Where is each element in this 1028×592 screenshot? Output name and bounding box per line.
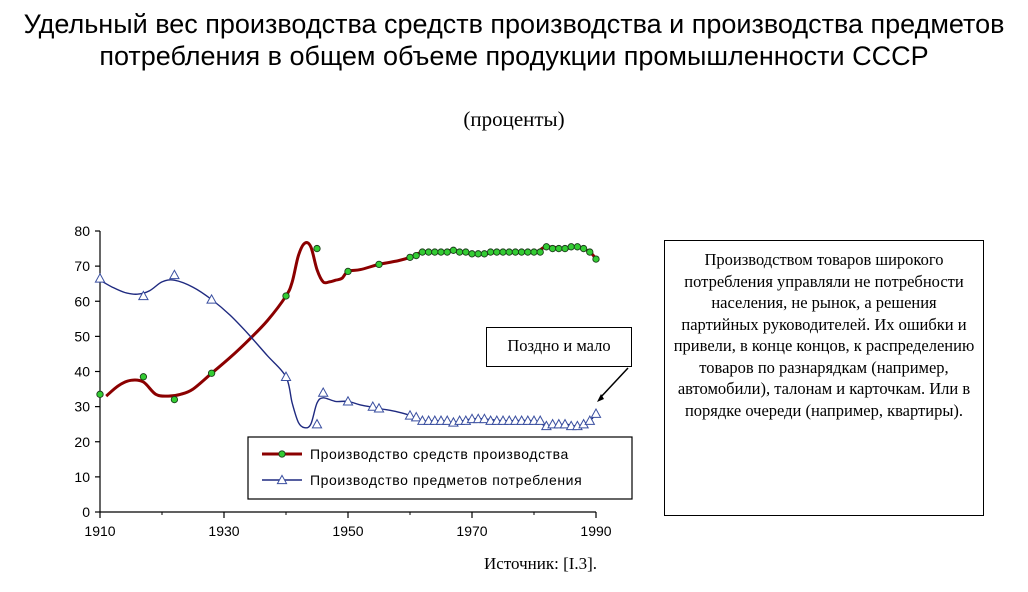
- data-point: [511, 248, 520, 256]
- data-point: [561, 244, 569, 253]
- data-point: [418, 248, 427, 256]
- series-line-1: [105, 241, 598, 398]
- x-tick-label: 1970: [456, 523, 487, 539]
- x-tick-label: 1930: [208, 523, 239, 539]
- y-tick-label: 40: [74, 364, 90, 380]
- data-point: [282, 292, 290, 300]
- data-point: [517, 248, 526, 256]
- data-point: [530, 248, 538, 256]
- data-point: [524, 248, 532, 256]
- data-point: [499, 248, 507, 256]
- data-point: [280, 371, 292, 381]
- data-point: [478, 413, 490, 424]
- data-point: [534, 415, 546, 425]
- data-point: [317, 386, 329, 397]
- y-tick-label: 70: [74, 258, 90, 274]
- data-point: [590, 408, 602, 418]
- legend-box: [247, 436, 633, 500]
- data-point: [139, 373, 148, 381]
- data-point: [375, 260, 383, 269]
- x-tick-label: 1910: [84, 523, 115, 539]
- data-point: [313, 244, 321, 253]
- data-point: [431, 248, 439, 256]
- data-point: [412, 251, 420, 260]
- data-point: [441, 415, 453, 425]
- data-point: [437, 248, 445, 256]
- data-point: [567, 243, 575, 251]
- data-point: [96, 390, 104, 398]
- data-point: [94, 272, 106, 283]
- data-point: [592, 255, 600, 263]
- y-tick-label: 20: [74, 434, 90, 450]
- data-point: [406, 253, 414, 261]
- data-point: [207, 369, 216, 377]
- y-tick-label: 50: [74, 328, 90, 344]
- source-note: Источник: [I.3].: [484, 554, 598, 573]
- y-tick-label: 10: [74, 469, 90, 485]
- data-point: [505, 248, 513, 256]
- data-point: [443, 248, 451, 256]
- callout-arrow: [597, 367, 629, 402]
- data-point: [542, 243, 551, 251]
- legend-marker: [276, 474, 288, 485]
- data-point: [462, 248, 470, 256]
- data-point: [311, 418, 323, 429]
- chart-axes: 0 10 20 30 40 50 60 70 80 1910 1930 1950 1970 1990: [74, 223, 611, 539]
- data-point: [584, 415, 596, 425]
- data-point: [373, 402, 385, 413]
- series-1: [96, 241, 600, 404]
- legend-item-2: Производство предметов потребления: [262, 472, 582, 488]
- data-point: [455, 248, 464, 256]
- data-point: [573, 243, 582, 251]
- chart-legend: Производство средств производства Произво…: [247, 436, 633, 500]
- data-point: [206, 293, 218, 304]
- y-tick-label: 0: [82, 504, 90, 520]
- data-point: [548, 244, 557, 253]
- legend-marker: [278, 450, 286, 458]
- data-point: [367, 400, 379, 411]
- data-point: [493, 248, 501, 256]
- data-point: [559, 418, 571, 429]
- data-point: [168, 269, 180, 280]
- data-point: [342, 395, 354, 406]
- data-point: [486, 248, 495, 256]
- y-tick-label: 80: [74, 223, 90, 239]
- legend-label: Производство средств производства: [310, 446, 569, 462]
- data-point: [468, 250, 476, 258]
- legend-label: Производство предметов потребления: [310, 472, 582, 488]
- data-point: [480, 250, 489, 258]
- data-point: [137, 290, 149, 301]
- data-point: [555, 244, 563, 253]
- callout-arrow-line: [599, 367, 629, 399]
- callout-label: Поздно и мало: [486, 327, 632, 367]
- y-tick-label: 60: [74, 293, 90, 309]
- x-tick-label: 1990: [580, 523, 611, 539]
- data-point: [404, 409, 416, 420]
- callout-arrow-head: [597, 394, 604, 402]
- data-point: [579, 244, 588, 253]
- data-point: [586, 248, 594, 256]
- data-point: [536, 248, 544, 256]
- data-point: [424, 248, 433, 256]
- x-tick-label: 1950: [332, 523, 363, 539]
- series-2: [94, 269, 602, 431]
- y-tick-label: 30: [74, 399, 90, 415]
- chart-series: [94, 241, 602, 431]
- data-point: [474, 250, 482, 258]
- chart-title: Удельный вес производства средств произв…: [23, 9, 1005, 71]
- comment-box: Производством товаров широкого потреблен…: [664, 240, 984, 516]
- legend-item-1: Производство средств производства: [262, 446, 569, 462]
- data-point: [170, 395, 179, 404]
- chart-subtitle: (проценты): [463, 107, 565, 131]
- data-point: [344, 267, 352, 276]
- data-point: [410, 411, 422, 422]
- data-point: [449, 246, 458, 254]
